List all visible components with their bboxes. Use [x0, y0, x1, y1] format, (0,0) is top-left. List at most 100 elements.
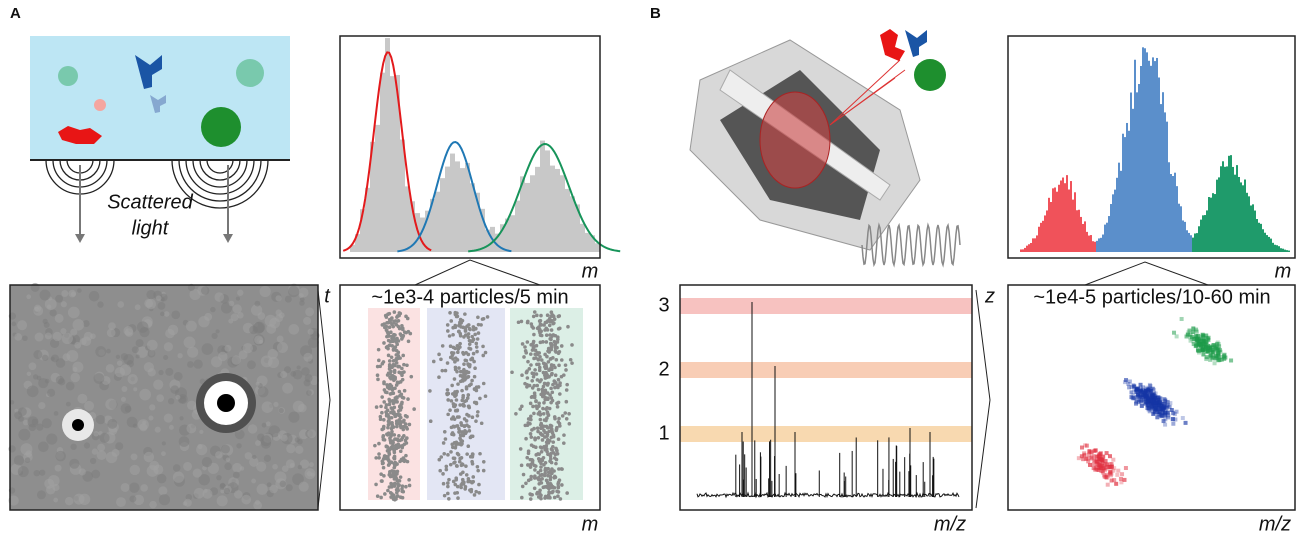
scatter-point	[407, 422, 412, 427]
fit-curve	[397, 140, 512, 253]
texture	[244, 452, 253, 460]
histogram-bar	[420, 217, 425, 252]
scatter-point	[461, 470, 465, 475]
scatter-point	[525, 455, 530, 460]
scatter-point	[396, 482, 400, 486]
scatter-point	[456, 347, 461, 351]
scatter-point	[390, 429, 394, 434]
scatter-point	[537, 404, 541, 408]
density-cell	[1153, 400, 1158, 405]
density-cell	[1149, 405, 1154, 410]
density-cell	[1161, 419, 1166, 424]
scatter-point	[402, 330, 407, 334]
density-cell	[1174, 334, 1179, 339]
histogram-bar	[1106, 222, 1108, 252]
density-cell	[1129, 384, 1134, 389]
density-cell	[1165, 399, 1170, 404]
scatter-point	[534, 356, 538, 360]
scatter-point	[556, 351, 561, 356]
scatter-point	[544, 362, 548, 367]
density-cell	[1171, 411, 1176, 416]
texture	[33, 304, 42, 313]
scatter-point	[470, 415, 475, 420]
density-cell	[1170, 417, 1175, 422]
texture	[171, 310, 181, 320]
scatter-point	[393, 386, 397, 391]
density-cell	[1109, 465, 1114, 470]
texture	[158, 486, 168, 496]
scatter-point	[470, 378, 474, 383]
axis-label: m	[582, 260, 599, 282]
scatter-point	[544, 340, 549, 344]
texture	[24, 457, 31, 463]
texture	[137, 419, 149, 431]
histogram-bar	[1064, 183, 1066, 252]
texture	[163, 311, 170, 317]
scatter-point	[451, 332, 455, 337]
scatter-point	[393, 398, 397, 402]
scatter-point	[537, 365, 542, 370]
histogram-bar	[515, 200, 520, 252]
texture	[295, 445, 304, 455]
density-cell	[1143, 401, 1148, 406]
density-cell	[1098, 462, 1103, 467]
texture	[9, 400, 15, 405]
scatter-point	[557, 314, 562, 318]
histogram-bar	[1048, 197, 1050, 252]
scatter-point	[552, 485, 557, 490]
scatter-point	[525, 376, 530, 380]
texture	[156, 473, 167, 484]
scatter-point	[519, 463, 524, 468]
scatter-point	[549, 386, 553, 391]
scatter-point	[404, 425, 409, 430]
texture	[202, 488, 213, 499]
texture	[53, 411, 59, 416]
texture	[33, 350, 43, 360]
density-cell	[1215, 354, 1220, 359]
texture	[292, 473, 304, 486]
density-cell	[1163, 422, 1168, 427]
histogram-bar	[1054, 187, 1056, 252]
scatter-point	[518, 407, 523, 411]
density-cell	[1200, 332, 1205, 337]
texture	[42, 318, 48, 324]
density-cell	[1217, 358, 1222, 363]
texture	[303, 316, 312, 325]
density-cell	[1152, 409, 1157, 414]
scatter-point	[552, 317, 557, 321]
scatter-point	[476, 322, 481, 327]
histogram-bar	[1246, 192, 1248, 252]
scatter-point	[391, 401, 396, 406]
texture	[26, 385, 39, 398]
histogram-bar	[390, 76, 395, 252]
density-cell	[1197, 338, 1202, 343]
wave-arc	[171, 159, 269, 209]
texture	[157, 301, 166, 310]
scatter-point	[567, 412, 571, 416]
histogram-bar	[1220, 166, 1222, 252]
baseline	[696, 491, 960, 499]
texture	[251, 478, 257, 484]
texture	[140, 484, 148, 492]
density-cell	[1102, 462, 1107, 467]
texture	[303, 379, 311, 387]
density-cell	[1208, 357, 1213, 362]
scatter-point	[464, 419, 469, 423]
density-cell	[1084, 456, 1089, 461]
scatter-point	[474, 341, 479, 346]
density-cell	[1092, 448, 1097, 453]
histogram-bar	[1182, 220, 1184, 252]
histogram-bar	[1068, 189, 1070, 252]
density-cell	[1143, 394, 1148, 399]
scatter-point	[393, 319, 398, 323]
scatter-point	[565, 491, 569, 495]
texture	[149, 500, 157, 509]
scatter-point	[526, 463, 530, 467]
density-cell	[1219, 354, 1224, 359]
scatter-point	[458, 341, 462, 346]
density-cell	[1211, 356, 1216, 361]
density-cell	[1089, 449, 1094, 454]
texture	[269, 484, 279, 494]
scatter-point	[382, 381, 386, 386]
texture	[285, 459, 295, 469]
